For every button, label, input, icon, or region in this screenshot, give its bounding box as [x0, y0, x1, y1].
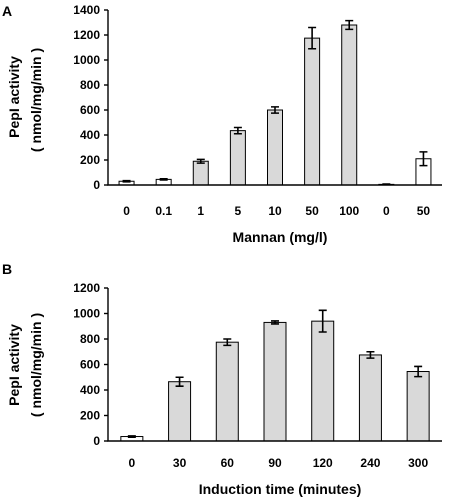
x-tick-label-b-6: 300	[408, 456, 428, 470]
y-tick-label-a-0: 0	[93, 178, 100, 192]
y-tick-label-a-1: 200	[80, 153, 100, 167]
x-tick-label-b-5: 240	[360, 456, 380, 470]
y-axis-title-b: PepI activity	[6, 324, 22, 406]
error-bar-a-0	[122, 179, 131, 183]
chart-panel-a: A PepI activity ( nmol/mg/min ) Mannan (…	[2, 3, 442, 245]
y-tick-label-b-1: 200	[80, 409, 100, 423]
y-tick-label-a-4: 800	[80, 78, 100, 92]
error-bar-a-4	[271, 106, 279, 114]
axes-a	[107, 10, 442, 186]
error-bar-b-4	[318, 309, 327, 333]
error-bar-b-5	[366, 350, 375, 359]
y-tick-label-a-3: 600	[80, 103, 100, 117]
x-tick-label-b-3: 90	[268, 456, 282, 470]
error-bar-a-3	[233, 126, 242, 135]
axes-b	[107, 288, 442, 442]
bar-a-6	[341, 24, 358, 186]
y-tick-label-a-7: 1400	[73, 3, 100, 17]
bar-a-5	[304, 37, 321, 186]
bar-b-5	[358, 354, 382, 442]
bar-a-4	[267, 109, 283, 186]
error-bar-a-8	[419, 151, 428, 167]
x-tick-label-a-4: 10	[268, 204, 282, 218]
bar-b-3	[263, 321, 287, 442]
y-tick-label-b-5: 1000	[73, 307, 100, 321]
x-tick-label-a-6: 100	[339, 204, 359, 218]
x-tick-label-b-2: 60	[221, 456, 235, 470]
y-axis-units-a: ( nmol/mg/min )	[28, 48, 44, 152]
error-bar-a-5	[308, 26, 317, 50]
y-tick-label-a-5: 1000	[73, 53, 100, 67]
x-tick-label-b-0: 0	[129, 456, 136, 470]
y-tick-label-a-2: 400	[80, 128, 100, 142]
y-tick-label-b-2: 400	[80, 383, 100, 397]
x-tick-label-a-8: 50	[417, 204, 431, 218]
panel-label-b: B	[2, 261, 12, 277]
error-bar-b-3	[271, 320, 279, 325]
x-tick-label-b-1: 30	[173, 456, 187, 470]
error-bar-b-6	[414, 365, 423, 378]
bar-b-6	[406, 371, 430, 442]
bar-b-2	[215, 341, 239, 442]
chart-panel-b: B PepI activity ( nmol/mg/min ) Inductio…	[2, 261, 442, 497]
y-axis-units-b: ( nmol/mg/min )	[28, 313, 44, 417]
bar-a-3	[229, 130, 246, 186]
error-bar-b-1	[175, 376, 184, 387]
error-bar-a-2	[196, 158, 205, 164]
y-tick-label-b-4: 800	[80, 332, 100, 346]
y-axis-title-a: PepI activity	[6, 56, 22, 138]
error-bar-a-6	[345, 19, 354, 31]
x-axis-title-b: Induction time (minutes)	[199, 481, 362, 497]
panel-label-a: A	[2, 3, 12, 19]
x-tick-label-a-2: 1	[197, 204, 204, 218]
x-tick-label-a-3: 5	[235, 204, 242, 218]
x-tick-label-b-4: 120	[313, 456, 333, 470]
x-axis-title-a: Mannan (mg/l)	[233, 229, 328, 245]
bar-b-4	[311, 320, 335, 442]
x-tick-label-a-1: 0.1	[155, 204, 172, 218]
error-bar-b-0	[127, 435, 136, 438]
x-tick-label-a-7: 0	[383, 204, 390, 218]
x-tick-label-a-5: 50	[305, 204, 319, 218]
y-tick-label-a-6: 1200	[73, 28, 100, 42]
y-tick-label-b-6: 1200	[73, 281, 100, 295]
x-tick-label-a-0: 0	[123, 204, 130, 218]
y-tick-label-b-0: 0	[93, 434, 100, 448]
y-tick-label-b-3: 600	[80, 358, 100, 372]
error-bar-a-1	[159, 177, 168, 181]
bar-b-1	[168, 381, 192, 442]
bar-a-2	[192, 160, 209, 186]
error-bar-b-2	[223, 338, 232, 347]
